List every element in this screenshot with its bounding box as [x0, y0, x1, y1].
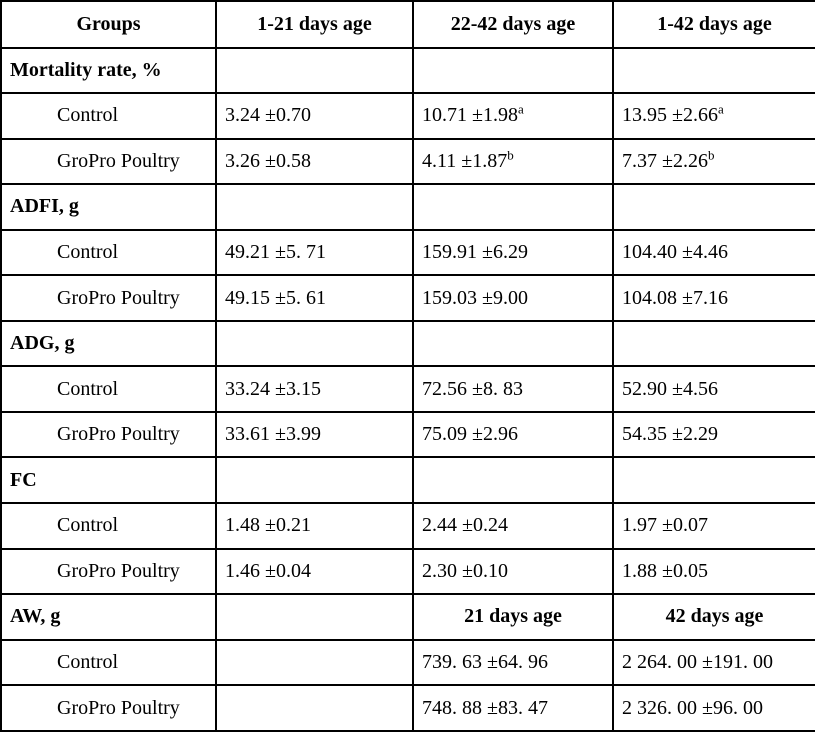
empty-cell — [215, 46, 414, 95]
row-label-cell: GroPro Poultry — [0, 547, 217, 596]
empty-cell — [412, 319, 614, 368]
column-header-1-42-days: 1-42 days age — [612, 0, 815, 49]
value-cell: 159.03 ±9.00 — [412, 274, 614, 322]
data-row-fc-control: Control 1.48 ±0.21 2.44 ±0.24 1.97 ±0.07 — [0, 502, 815, 550]
row-label-cell: GroPro Poultry — [0, 274, 217, 322]
value-cell: 10.71 ±1.98a — [412, 92, 614, 140]
value-text: 7.37 ±2.26 — [622, 149, 708, 172]
section-label-cell: FC — [0, 456, 217, 505]
section-row-aw: AW, g 21 days age 42 days age — [0, 593, 815, 641]
data-row-adfi-control: Control 49.21 ±5. 71 159.91 ±6.29 104.40… — [0, 228, 815, 277]
value-cell: 748. 88 ±83. 47 — [412, 684, 614, 732]
section-label-cell: ADFI, g — [0, 183, 217, 231]
empty-cell — [612, 456, 815, 505]
section-label-cell: Mortality rate, % — [0, 46, 217, 95]
value-text: 4.11 ±1.87 — [422, 149, 508, 172]
data-row-adfi-gropro: GroPro Poultry 49.15 ±5. 61 159.03 ±9.00… — [0, 274, 815, 322]
header-row: Groups 1-21 days age 22-42 days age 1-42… — [0, 0, 815, 49]
empty-cell — [215, 456, 414, 505]
data-row-fc-gropro: GroPro Poultry 1.46 ±0.04 2.30 ±0.10 1.8… — [0, 547, 815, 596]
column-header-22-42-days: 22-42 days age — [412, 0, 614, 49]
empty-cell — [215, 638, 414, 687]
sub-column-header-42-days: 42 days age — [612, 593, 815, 641]
value-cell: 3.26 ±0.58 — [215, 137, 414, 186]
value-text: 10.71 ±1.98 — [422, 104, 518, 127]
value-cell: 52.90 ±4.56 — [612, 365, 815, 413]
column-header-groups: Groups — [0, 0, 217, 49]
value-cell: 2 264. 00 ±191. 00 — [612, 638, 815, 687]
significance-superscript: a — [517, 101, 524, 117]
empty-cell — [215, 593, 414, 641]
value-cell: 2.30 ±0.10 — [412, 547, 614, 596]
column-header-1-21-days: 1-21 days age — [215, 0, 414, 49]
section-label-cell: ADG, g — [0, 319, 217, 368]
empty-cell — [612, 319, 815, 368]
data-row-mortality-gropro: GroPro Poultry 3.26 ±0.58 4.11 ±1.87b 7.… — [0, 137, 815, 186]
row-label-cell: Control — [0, 365, 217, 413]
significance-superscript: b — [707, 147, 715, 163]
section-row-mortality: Mortality rate, % — [0, 46, 815, 95]
value-cell: 72.56 ±8. 83 — [412, 365, 614, 413]
row-label-cell: Control — [0, 502, 217, 550]
value-cell: 3.24 ±0.70 — [215, 92, 414, 140]
value-cell: 159.91 ±6.29 — [412, 228, 614, 277]
data-row-adg-control: Control 33.24 ±3.15 72.56 ±8. 83 52.90 ±… — [0, 365, 815, 413]
value-text: 13.95 ±2.66 — [622, 104, 718, 127]
value-cell: 49.15 ±5. 61 — [215, 274, 414, 322]
empty-cell — [215, 319, 414, 368]
value-cell: 2 326. 00 ±96. 00 — [612, 684, 815, 732]
section-row-adfi: ADFI, g — [0, 183, 815, 231]
data-row-aw-gropro: GroPro Poultry 748. 88 ±83. 47 2 326. 00… — [0, 684, 815, 732]
section-row-fc: FC — [0, 456, 815, 505]
value-cell: 104.08 ±7.16 — [612, 274, 815, 322]
value-cell: 13.95 ±2.66a — [612, 92, 815, 140]
value-cell: 4.11 ±1.87b — [412, 137, 614, 186]
value-cell: 2.44 ±0.24 — [412, 502, 614, 550]
value-cell: 49.21 ±5. 71 — [215, 228, 414, 277]
section-label-cell: AW, g — [0, 593, 217, 641]
value-cell: 1.48 ±0.21 — [215, 502, 414, 550]
significance-superscript: b — [507, 147, 514, 163]
empty-cell — [612, 46, 815, 95]
data-row-aw-control: Control 739. 63 ±64. 96 2 264. 00 ±191. … — [0, 638, 815, 687]
value-cell: 1.46 ±0.04 — [215, 547, 414, 596]
row-label-cell: Control — [0, 638, 217, 687]
value-cell: 54.35 ±2.29 — [612, 410, 815, 459]
row-label-cell: Control — [0, 92, 217, 140]
data-row-mortality-control: Control 3.24 ±0.70 10.71 ±1.98a 13.95 ±2… — [0, 92, 815, 140]
empty-cell — [215, 183, 414, 231]
row-label-cell: GroPro Poultry — [0, 410, 217, 459]
empty-cell — [215, 684, 414, 732]
empty-cell — [412, 183, 614, 231]
empty-cell — [412, 46, 614, 95]
section-row-adg: ADG, g — [0, 319, 815, 368]
significance-superscript: a — [717, 101, 724, 117]
empty-cell — [412, 456, 614, 505]
value-cell: 33.24 ±3.15 — [215, 365, 414, 413]
value-cell: 7.37 ±2.26b — [612, 137, 815, 186]
value-cell: 75.09 ±2.96 — [412, 410, 614, 459]
value-cell: 1.88 ±0.05 — [612, 547, 815, 596]
value-cell: 739. 63 ±64. 96 — [412, 638, 614, 687]
sub-column-header-21-days: 21 days age — [412, 593, 614, 641]
row-label-cell: GroPro Poultry — [0, 137, 217, 186]
empty-cell — [612, 183, 815, 231]
row-label-cell: Control — [0, 228, 217, 277]
value-cell: 33.61 ±3.99 — [215, 410, 414, 459]
data-row-adg-gropro: GroPro Poultry 33.61 ±3.99 75.09 ±2.96 5… — [0, 410, 815, 459]
value-cell: 1.97 ±0.07 — [612, 502, 815, 550]
value-cell: 104.40 ±4.46 — [612, 228, 815, 277]
row-label-cell: GroPro Poultry — [0, 684, 217, 732]
